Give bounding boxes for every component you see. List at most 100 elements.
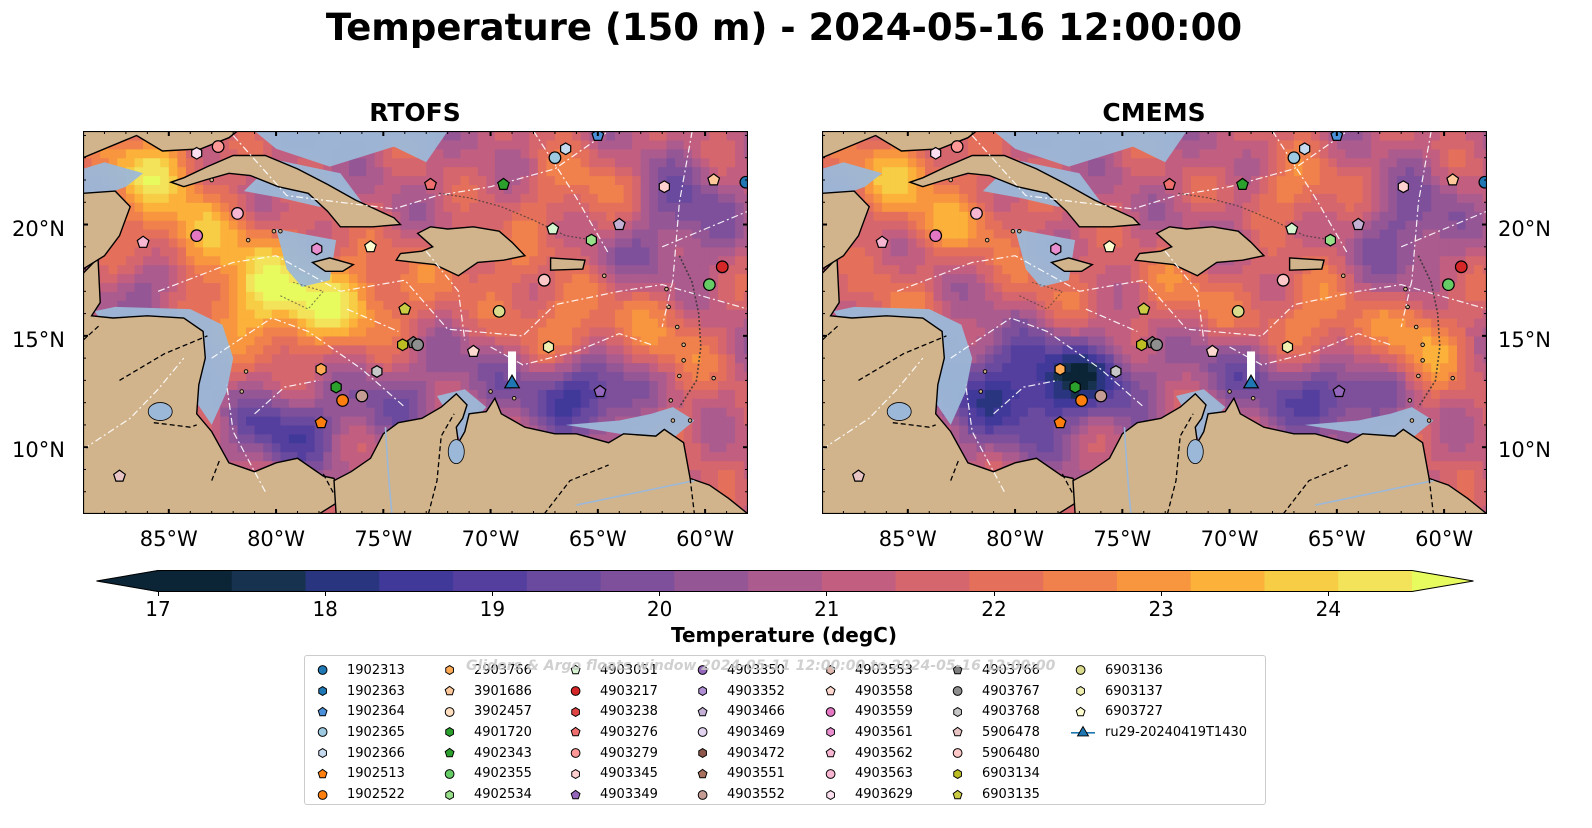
legend-entry: 4903563 bbox=[821, 764, 913, 785]
float-marker bbox=[1075, 394, 1088, 407]
glider-track bbox=[508, 351, 517, 383]
legend-marker-icon bbox=[318, 748, 327, 759]
legend-shape bbox=[697, 665, 708, 676]
small-island bbox=[670, 418, 676, 423]
legend-entry: 4901720 bbox=[440, 722, 532, 743]
colorbar-tick-label: 22 bbox=[981, 597, 1007, 621]
colorbar-tick-mark bbox=[1160, 592, 1162, 596]
legend-label: 4903563 bbox=[855, 766, 913, 782]
legend-shape bbox=[825, 685, 836, 696]
legend-marker-icon bbox=[698, 686, 707, 696]
legend-shape bbox=[697, 789, 708, 800]
legend-marker-icon bbox=[826, 727, 835, 738]
legend-label: 1902365 bbox=[347, 724, 405, 740]
landmass bbox=[822, 190, 871, 270]
landmass bbox=[1072, 392, 1487, 514]
small-island bbox=[1420, 358, 1425, 363]
legend-marker-icon bbox=[697, 789, 708, 800]
colorbar-segment bbox=[1338, 570, 1413, 592]
lon-label: 75°W bbox=[1093, 527, 1152, 551]
legend-label: 4903768 bbox=[982, 704, 1040, 720]
float-marker bbox=[411, 338, 425, 352]
legend-label: 1902363 bbox=[347, 683, 405, 699]
colorbar-segment bbox=[748, 570, 823, 592]
float-marker bbox=[466, 344, 480, 357]
legend-entry: 4903472 bbox=[693, 743, 785, 764]
legend-label: 4903276 bbox=[600, 724, 658, 740]
legend-shape bbox=[697, 727, 708, 738]
legend-shape bbox=[445, 789, 454, 800]
legend-triangle bbox=[1076, 726, 1090, 737]
legend-label: 4903051 bbox=[600, 662, 658, 678]
float-marker bbox=[715, 260, 729, 274]
colorbar-tick-mark bbox=[1327, 592, 1329, 596]
legend-entry: 1902363 bbox=[313, 681, 405, 702]
legend-entry: 6903136 bbox=[1071, 660, 1163, 681]
small-island bbox=[664, 286, 669, 292]
float-marker bbox=[315, 362, 327, 376]
small-island bbox=[602, 273, 607, 278]
eez-boundary bbox=[211, 317, 406, 408]
float-marker bbox=[1287, 151, 1301, 165]
legend-label: 1902366 bbox=[347, 745, 405, 761]
eez-boundary bbox=[532, 131, 610, 254]
legend-marker-icon bbox=[570, 748, 581, 759]
legend-entry: 1902513 bbox=[313, 764, 405, 785]
eez-boundary bbox=[896, 255, 1487, 337]
legend-entry: 1902366 bbox=[313, 743, 405, 764]
float-marker bbox=[1136, 338, 1148, 352]
lake bbox=[147, 402, 173, 421]
small-island bbox=[1227, 389, 1232, 394]
colorbar-segment bbox=[1116, 570, 1192, 592]
small-island bbox=[687, 418, 693, 423]
small-island bbox=[948, 177, 953, 183]
float-marker bbox=[546, 222, 560, 235]
float-marker bbox=[398, 302, 412, 315]
float-marker bbox=[397, 338, 409, 352]
eez-boundary bbox=[1085, 308, 1138, 332]
legend-label: 1902364 bbox=[347, 704, 405, 720]
small-island bbox=[668, 398, 674, 403]
legend-label: 4902534 bbox=[474, 787, 532, 803]
eez-boundary bbox=[661, 131, 693, 328]
country-border bbox=[1428, 478, 1435, 514]
country-border bbox=[950, 458, 960, 481]
lon-label: 80°W bbox=[247, 527, 306, 551]
legend-shape bbox=[825, 768, 836, 779]
legend-shape bbox=[570, 748, 581, 759]
legend-marker-icon bbox=[952, 748, 963, 759]
small-island bbox=[1010, 228, 1016, 234]
float-marker bbox=[1281, 340, 1294, 354]
river bbox=[1123, 427, 1132, 514]
legend-marker-icon bbox=[444, 747, 455, 758]
country-border bbox=[892, 422, 936, 428]
float-marker bbox=[1137, 302, 1151, 315]
glider-marker bbox=[1242, 373, 1260, 389]
legend-shape bbox=[826, 727, 835, 738]
colorbar-tick-mark bbox=[993, 592, 995, 596]
float-marker bbox=[1235, 177, 1249, 191]
colorbar-segment bbox=[895, 570, 971, 592]
small-island bbox=[1409, 418, 1415, 423]
legend-marker-icon bbox=[444, 706, 455, 717]
country-border bbox=[427, 413, 455, 514]
legend-entry: 4903466 bbox=[693, 701, 785, 722]
float-marker bbox=[537, 273, 551, 287]
float-marker bbox=[1446, 173, 1460, 186]
legend-label: 6903137 bbox=[1105, 683, 1163, 699]
small-island bbox=[1420, 342, 1425, 348]
legend-marker-icon bbox=[571, 706, 580, 717]
legend-entry: 1902364 bbox=[313, 701, 405, 722]
legend-entry: 4903345 bbox=[566, 764, 658, 785]
small-island bbox=[1407, 398, 1413, 403]
float-marker bbox=[191, 146, 203, 160]
float-marker bbox=[1069, 380, 1081, 394]
float-marker bbox=[702, 278, 716, 292]
float-marker bbox=[492, 304, 506, 318]
small-island bbox=[677, 373, 682, 379]
legend-entry: 4902534 bbox=[440, 784, 532, 805]
legend-shape bbox=[571, 706, 580, 717]
legend-shape bbox=[570, 727, 581, 737]
legend-label: 4902343 bbox=[474, 745, 532, 761]
colorbar-segment bbox=[600, 570, 675, 592]
